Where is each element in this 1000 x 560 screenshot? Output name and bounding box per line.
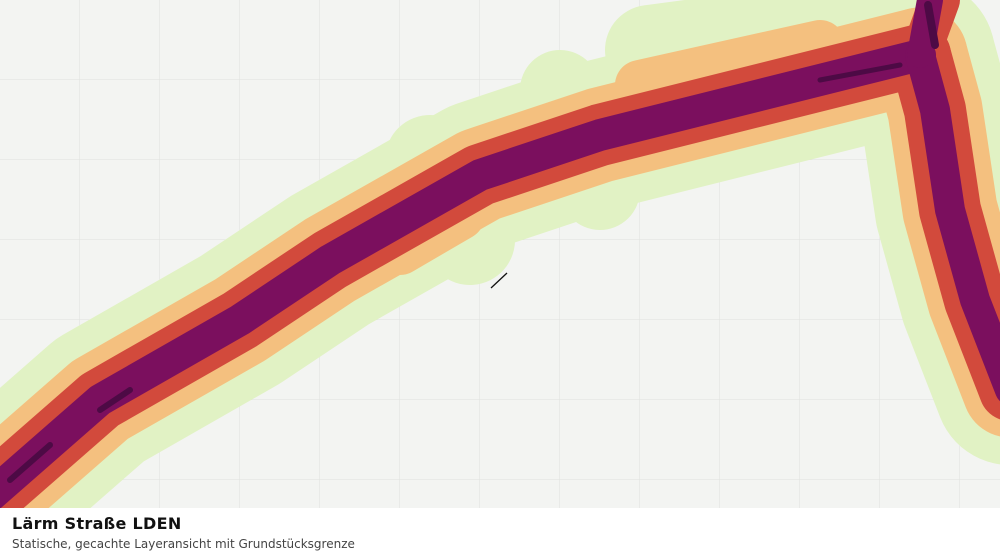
caption: Lärm Straße LDEN Statische, gecachte Lay… <box>0 508 1000 560</box>
map-subtitle: Statische, gecachte Layeransicht mit Gru… <box>12 537 355 551</box>
map-view <box>0 0 1000 508</box>
noise-bands <box>0 0 1000 508</box>
band-extreme <box>7 1 939 483</box>
parcel-boundary <box>490 272 508 289</box>
map-title: Lärm Straße LDEN <box>12 514 182 533</box>
